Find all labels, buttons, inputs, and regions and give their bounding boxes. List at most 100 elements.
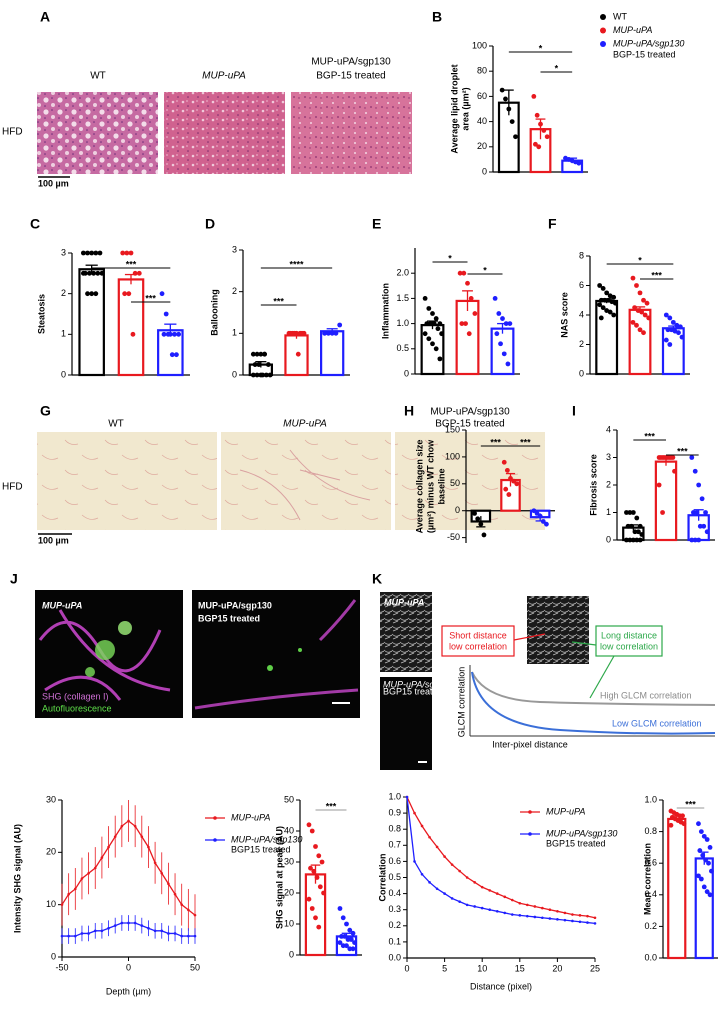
legend-label: MUP-uPA/sgp130	[231, 834, 302, 844]
data-point	[509, 119, 515, 124]
significance-label: ***	[651, 270, 662, 280]
line-marker	[465, 903, 469, 907]
panel-letter: D	[205, 216, 215, 232]
line-marker	[443, 855, 446, 858]
autofluorescence	[118, 621, 132, 635]
y-tick-label: 10	[46, 899, 56, 909]
y-tick-label: 0	[579, 368, 584, 378]
data-point	[600, 286, 606, 291]
data-point	[630, 319, 636, 325]
line-marker	[435, 845, 439, 849]
data-point	[299, 330, 305, 336]
diagram-curve	[471, 671, 716, 735]
line-marker	[87, 871, 90, 875]
data-point	[430, 341, 435, 347]
line-marker	[93, 866, 97, 870]
data-point	[508, 476, 513, 481]
histology-image	[291, 92, 412, 174]
y-tick-label: 40	[284, 825, 294, 835]
x-tick-label: 10	[477, 963, 487, 973]
data-point	[326, 330, 331, 336]
channel-label: Autofluorescence	[42, 703, 112, 713]
line-marker	[187, 908, 190, 912]
data-point	[496, 311, 502, 316]
data-point	[670, 319, 676, 325]
data-point	[132, 270, 138, 276]
data-point	[172, 331, 177, 337]
y-tick-label: 2	[61, 288, 66, 298]
data-point	[350, 946, 356, 952]
data-point	[265, 362, 271, 367]
data-point	[263, 372, 269, 378]
line-marker	[67, 892, 70, 896]
line-marker	[593, 922, 597, 925]
y-axis-label: (µm²) minus WT chow	[425, 439, 435, 533]
y-tick-label: 1	[61, 329, 66, 339]
line-marker	[160, 871, 164, 875]
line-marker	[586, 914, 589, 918]
y-tick-label: 0.2	[388, 920, 401, 930]
data-point	[630, 537, 636, 543]
line-marker	[167, 932, 170, 935]
histology-image	[221, 432, 391, 530]
y-tick-label: 2.0	[396, 268, 409, 278]
data-point	[422, 296, 428, 301]
y-tick-label: 0.6	[644, 858, 657, 868]
data-point	[337, 906, 343, 911]
data-point	[426, 336, 432, 342]
y-tick-label: 0.9	[388, 807, 401, 817]
callout-line	[589, 655, 615, 699]
data-point	[531, 508, 537, 514]
data-point	[503, 486, 509, 492]
data-point	[99, 270, 105, 276]
data-point	[611, 294, 617, 300]
data-point	[612, 300, 618, 306]
y-tick-label: 0	[482, 166, 487, 176]
data-point	[463, 321, 468, 326]
image-label: MUP-uPA/sgp130	[383, 679, 454, 689]
data-point	[513, 134, 518, 140]
data-point	[314, 875, 320, 880]
data-point	[348, 937, 354, 942]
data-point	[437, 321, 443, 326]
data-point	[250, 351, 256, 357]
data-point	[340, 915, 346, 921]
significance-label: ***	[520, 437, 531, 447]
data-point	[627, 510, 633, 515]
data-point	[703, 857, 709, 863]
line-marker	[147, 845, 150, 849]
data-point	[676, 330, 681, 336]
data-point	[658, 455, 664, 460]
data-point	[597, 302, 603, 308]
data-point	[465, 280, 470, 286]
line-marker	[167, 882, 170, 886]
y-tick-label: 8	[579, 250, 584, 260]
callout-text: Short distance	[449, 630, 507, 640]
line-marker	[120, 921, 124, 925]
data-point	[697, 848, 703, 853]
data-point	[514, 481, 520, 487]
panel-letter: I	[572, 403, 576, 419]
callout-box	[595, 625, 663, 657]
data-point	[254, 351, 260, 357]
line-marker	[193, 934, 197, 938]
panel-letter: C	[30, 216, 40, 232]
y-tick-label: 0.8	[644, 826, 657, 836]
legend-marker	[600, 14, 606, 20]
legend-label: WT	[613, 11, 627, 21]
y-axis-label: baseline	[436, 468, 446, 504]
data-point	[309, 828, 315, 834]
data-point	[668, 822, 674, 828]
legend-marker	[600, 41, 606, 47]
data-point	[93, 291, 99, 297]
line-marker	[518, 901, 522, 905]
line-marker	[127, 921, 130, 925]
y-tick-label: 0.5	[396, 343, 409, 353]
line-marker	[541, 916, 544, 920]
data-point	[692, 468, 698, 474]
column-label: BGP-15 treated	[435, 419, 504, 430]
data-point	[97, 250, 103, 256]
data-point	[625, 523, 631, 529]
data-point	[661, 455, 667, 460]
data-point	[538, 121, 543, 127]
